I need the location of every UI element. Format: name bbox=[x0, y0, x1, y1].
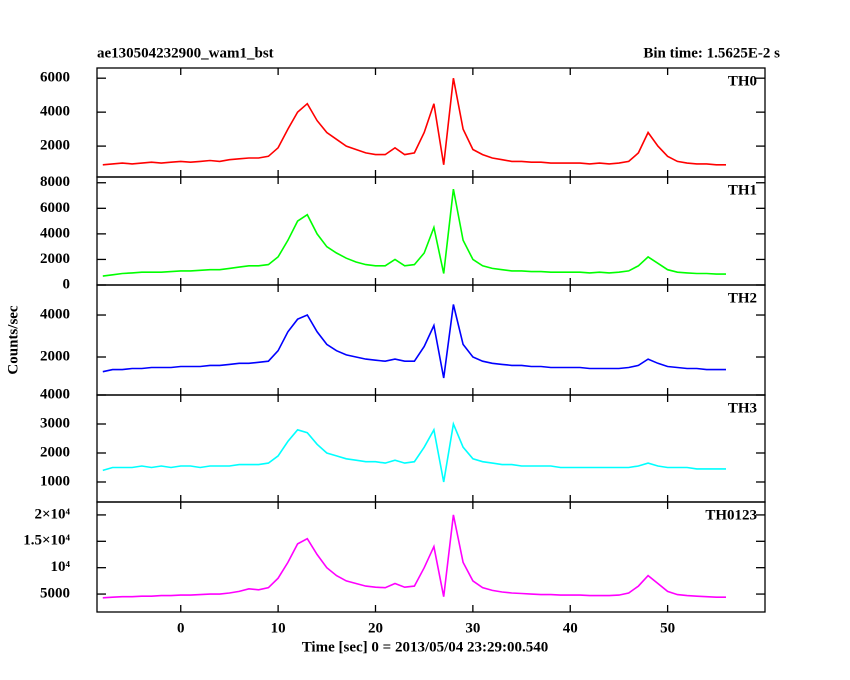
x-axis-label: Time [sec] 0 = 2013/05/04 23:29:00.540 bbox=[302, 639, 549, 655]
y-tick-label: 5000 bbox=[40, 585, 70, 601]
y-tick-label: 0 bbox=[63, 276, 71, 292]
y-tick-label: 6000 bbox=[40, 70, 70, 86]
x-tick-label: 10 bbox=[271, 620, 286, 636]
y-tick-label: 2000 bbox=[40, 444, 70, 460]
y-tick-label: 4000 bbox=[40, 306, 70, 322]
y-tick-label: 1.5×10⁴ bbox=[23, 533, 70, 549]
light-curve bbox=[102, 304, 726, 379]
y-tick-label: 4000 bbox=[40, 225, 70, 241]
panel-label: TH0123 bbox=[705, 507, 757, 523]
panel-label: TH1 bbox=[728, 182, 757, 198]
panel-label: TH2 bbox=[728, 290, 757, 306]
light-curve bbox=[102, 78, 726, 166]
y-tick-label: 8000 bbox=[40, 174, 70, 190]
y-tick-label: 2000 bbox=[40, 251, 70, 267]
y-tick-label: 1000 bbox=[40, 473, 70, 489]
x-tick-label: 40 bbox=[563, 620, 578, 636]
y-axis-label: Counts/sec bbox=[5, 305, 21, 375]
light-curve bbox=[102, 514, 726, 599]
panel-frame bbox=[96, 67, 766, 178]
y-tick-label: 4000 bbox=[40, 104, 70, 120]
panel-frame bbox=[96, 501, 766, 613]
panel-label: TH0 bbox=[728, 73, 757, 89]
y-tick-label: 2000 bbox=[40, 138, 70, 154]
light-curve bbox=[102, 188, 726, 277]
x-tick-label: 30 bbox=[465, 620, 480, 636]
chart-title: ae130504232900_wam1_bst bbox=[97, 45, 274, 61]
light-curve bbox=[102, 421, 726, 483]
y-tick-label: 10⁴ bbox=[51, 559, 71, 575]
panel-frame bbox=[96, 284, 766, 396]
panel-frame bbox=[96, 394, 766, 503]
y-tick-label: 4000 bbox=[40, 386, 70, 402]
x-tick-label: 0 bbox=[177, 620, 185, 636]
x-tick-label: 50 bbox=[660, 620, 675, 636]
y-tick-label: 3000 bbox=[40, 415, 70, 431]
y-tick-label: 6000 bbox=[40, 200, 70, 216]
y-tick-label: 2×10⁴ bbox=[34, 506, 70, 522]
x-tick-label: 20 bbox=[368, 620, 383, 636]
y-tick-label: 2000 bbox=[40, 348, 70, 364]
panel-label: TH3 bbox=[728, 400, 757, 416]
bin-time: Bin time: 1.5625E-2 s bbox=[643, 45, 780, 61]
